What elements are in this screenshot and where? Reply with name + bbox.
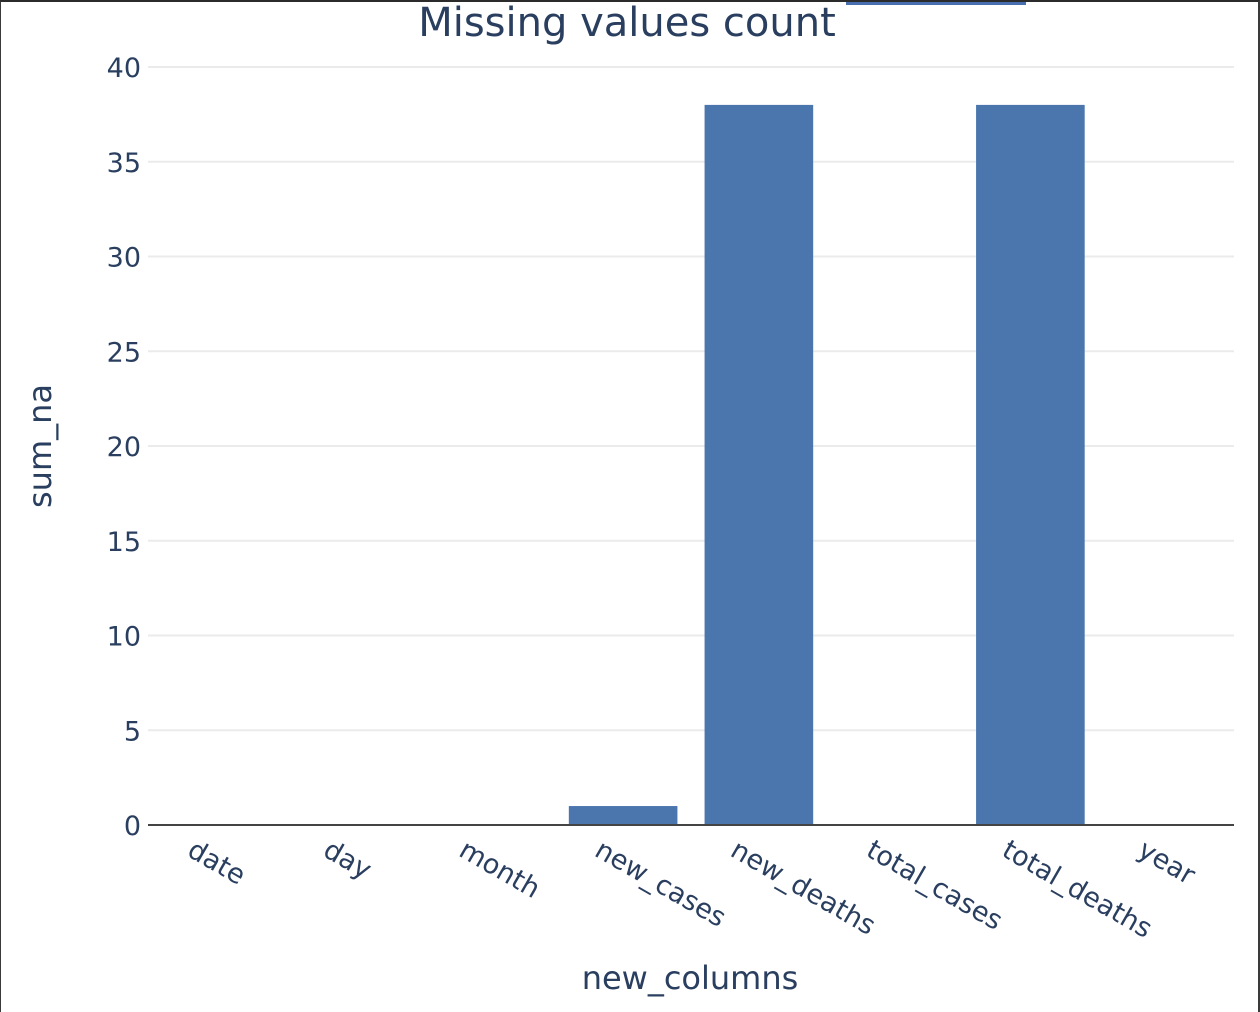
y-tick-label: 25 (107, 337, 141, 368)
y-tick-label: 5 (124, 716, 141, 747)
y-tick-label: 0 (124, 811, 141, 842)
y-axis-title: sum_na (21, 384, 59, 508)
x-tick-label: new_cases (590, 834, 731, 934)
x-tick-label: day (318, 834, 377, 886)
y-tick-label: 35 (107, 148, 141, 179)
y-tick-label: 30 (107, 243, 141, 274)
bar-total-deaths[interactable] (976, 104, 1085, 825)
y-tick-label: 20 (107, 432, 141, 463)
y-tick-label: 40 (107, 53, 141, 84)
x-tick-label: total_deaths (997, 834, 1157, 945)
bar-new-cases[interactable] (568, 806, 678, 825)
x-tick-label: month (454, 834, 545, 905)
x-tick-label: date (182, 834, 250, 891)
x-tick-label: total_cases (861, 834, 1008, 937)
x-axis-title: new_columns (582, 959, 799, 997)
chart-title: Missing values count (418, 2, 836, 46)
y-tick-label: 15 (107, 527, 141, 558)
x-tick-labels: date day month new_casesnew_deathstotal_cas… (182, 834, 1201, 945)
bar-new-deaths[interactable] (704, 104, 814, 825)
bar-layer (568, 104, 1085, 825)
y-tick-label: 10 (107, 622, 141, 653)
y-tick-labels: 0 5 10 15 20 25 30 35 40 (107, 53, 141, 842)
x-tick-label: new_deaths (725, 834, 880, 942)
tab-accent-bar (846, 2, 1026, 5)
x-tick-label: year (1133, 834, 1201, 891)
